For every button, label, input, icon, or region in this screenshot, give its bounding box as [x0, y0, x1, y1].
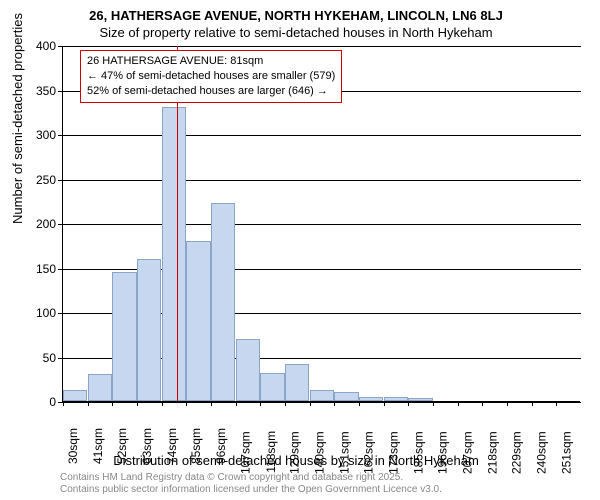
gridline-h [63, 46, 581, 47]
y-tick-mark [58, 135, 63, 136]
x-tick-mark [211, 401, 212, 406]
histogram-bar [88, 374, 112, 401]
histogram-bar [137, 259, 161, 401]
x-tick-mark [556, 401, 557, 406]
y-tick-label: 200 [16, 217, 56, 231]
annotation-line1: 26 HATHERSAGE AVENUE: 81sqm [87, 54, 335, 69]
x-axis-label: Distribution of semi-detached houses by … [0, 453, 592, 468]
y-tick-mark [58, 224, 63, 225]
x-tick-mark [236, 401, 237, 406]
histogram-bar [408, 398, 432, 401]
chart-container: 26, HATHERSAGE AVENUE, NORTH HYKEHAM, LI… [0, 0, 600, 500]
x-tick-mark [310, 401, 311, 406]
y-tick-label: 350 [16, 84, 56, 98]
gridline-h [63, 402, 581, 403]
chart-plot-area: 26 HATHERSAGE AVENUE: 81sqm ← 47% of sem… [62, 46, 580, 402]
x-tick-mark [532, 401, 533, 406]
x-tick-mark [137, 401, 138, 406]
histogram-bar [162, 107, 186, 401]
x-tick-mark [186, 401, 187, 406]
x-tick-mark [433, 401, 434, 406]
footer-line1: Contains HM Land Registry data © Crown c… [60, 472, 592, 484]
y-tick-label: 100 [16, 306, 56, 320]
y-tick-label: 150 [16, 262, 56, 276]
x-tick-mark [482, 401, 483, 406]
x-tick-mark [458, 401, 459, 406]
histogram-bar [112, 272, 136, 401]
histogram-bar [359, 397, 383, 401]
gridline-h [63, 135, 581, 136]
histogram-bar [211, 203, 235, 401]
gridline-h [63, 224, 581, 225]
y-tick-label: 400 [16, 39, 56, 53]
y-tick-mark [58, 91, 63, 92]
histogram-bar [186, 241, 210, 401]
x-tick-mark [260, 401, 261, 406]
x-tick-mark [112, 401, 113, 406]
y-tick-label: 250 [16, 173, 56, 187]
footer-line2: Contains public sector information licen… [60, 484, 592, 496]
annotation-box: 26 HATHERSAGE AVENUE: 81sqm ← 47% of sem… [80, 50, 342, 103]
chart-title-address: 26, HATHERSAGE AVENUE, NORTH HYKEHAM, LI… [0, 8, 592, 23]
histogram-bar [63, 390, 87, 401]
y-tick-mark [58, 313, 63, 314]
histogram-bar [285, 364, 309, 401]
footer-attribution: Contains HM Land Registry data © Crown c… [60, 472, 592, 496]
x-tick-mark [384, 401, 385, 406]
y-tick-mark [58, 358, 63, 359]
x-tick-mark [334, 401, 335, 406]
x-tick-mark [408, 401, 409, 406]
histogram-bar [310, 390, 334, 401]
chart-title-sub: Size of property relative to semi-detach… [0, 25, 592, 40]
annotation-line3: 52% of semi-detached houses are larger (… [87, 84, 335, 99]
histogram-bar [384, 397, 408, 401]
histogram-bar [260, 373, 284, 401]
x-tick-mark [507, 401, 508, 406]
y-tick-mark [58, 180, 63, 181]
x-tick-mark [359, 401, 360, 406]
y-tick-label: 300 [16, 128, 56, 142]
x-tick-mark [285, 401, 286, 406]
x-tick-mark [63, 401, 64, 406]
histogram-bar [236, 339, 260, 401]
annotation-line2: ← 47% of semi-detached houses are smalle… [87, 69, 335, 84]
histogram-bar [334, 392, 358, 401]
y-tick-label: 50 [16, 351, 56, 365]
x-tick-mark [88, 401, 89, 406]
y-tick-mark [58, 269, 63, 270]
y-tick-label: 0 [16, 395, 56, 409]
y-tick-mark [58, 46, 63, 47]
x-tick-mark [162, 401, 163, 406]
gridline-h [63, 180, 581, 181]
